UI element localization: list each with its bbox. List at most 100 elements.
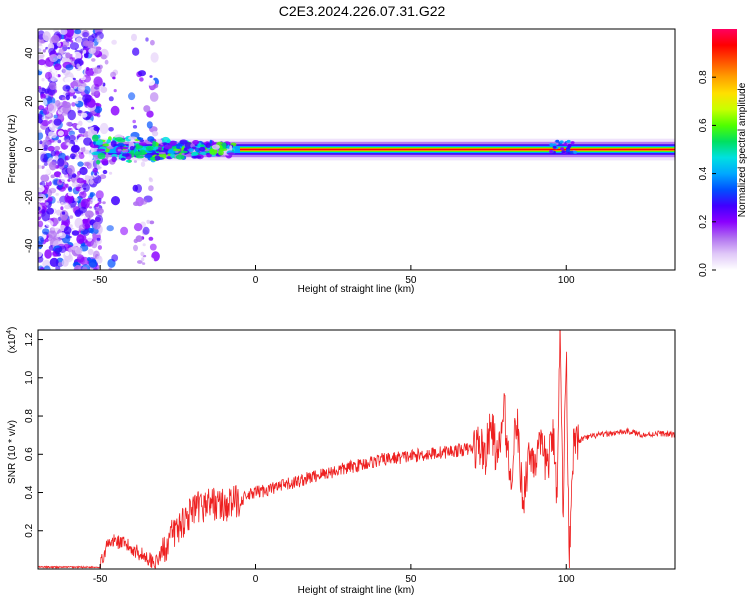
spectrogram-signal-cell [158,152,166,155]
spectrogram-noise-cell [86,233,93,242]
snr-ytick-label: 0.6 [24,447,35,461]
spectrogram-noise-cell [144,202,152,212]
spectrogram-noise-cell [55,100,61,107]
spectrogram-noise-cell [38,165,43,169]
snr-xtick-label: 50 [405,574,417,585]
spectrogram-noise-cell [55,192,59,196]
spectrogram-noise-cell [77,96,83,102]
spectrogram-noise-cell [83,187,87,190]
spectrogram-signal-cell [114,137,124,142]
spectrogram-signal-cell [566,139,571,143]
spectrogram-signal-cell [97,152,106,160]
spectrogram-noise-cell [65,52,71,59]
spectrogram-noise-cell [62,97,67,101]
spectrogram-noise-cell [56,54,62,60]
spectrogram-noise-cell [38,235,44,245]
spectrogram-signal-cell [569,150,574,154]
spectrogram-signal-cell [90,147,99,152]
spectrogram-noise-cell [95,190,104,200]
spectrogram-ylabel: Frequency (Hz) [7,115,18,184]
spectrogram-signal-cell [559,140,564,144]
spectrogram-noise-cell [71,182,79,188]
spectrogram-noise-cell [39,140,43,145]
spectrogram-noise-cell [140,161,146,167]
spectrogram-noise-cell [44,249,52,259]
spectrogram-signal-cell [92,141,96,145]
spectrogram-noise-cell [41,119,50,127]
spectrogram-noise-cell [38,220,44,228]
spectrogram-noise-cell [43,265,51,270]
snr-ytick-label: 0.4 [24,485,35,499]
spectrogram-noise-cell [80,146,86,153]
spectrogram-noise-cell [58,245,67,253]
spectrogram-noise-cell [112,76,116,80]
spectrogram-noise-cell [91,33,98,39]
spectrogram-noise-cell [86,159,95,169]
spectrogram-noise-cell [79,166,88,176]
spectrogram-noise-cell [66,121,73,127]
spectrogram-noise-cell [67,192,74,197]
spectrogram-noise-cell [138,70,146,77]
spectrogram-xtick-label: -50 [93,275,108,286]
spectrogram-noise-cell [94,106,103,114]
spectrogram-noise-cell [88,258,98,268]
spectrogram-signal-cell [205,142,211,148]
spectrogram-noise-cell [100,86,108,93]
spectrogram-noise-cell [40,93,46,100]
spectrogram-signal-cell [105,152,109,160]
spectrogram-noise-cell [61,186,66,190]
spectrogram-noise-cell [41,169,47,175]
spectrogram-noise-cell [43,162,48,167]
spectrogram-noise-cell [59,29,68,35]
spectrogram-noise-cell [47,196,53,202]
spectrogram-noise-cell [75,100,79,104]
spectrogram-noise-cell [74,58,84,67]
spectrogram-noise-cell [72,95,77,99]
spectrogram-signal-cell [174,150,179,153]
snr-ytick-label: 0.8 [24,409,35,423]
spectrogram-signal-cell [150,156,156,161]
spectrogram-signal-cell [197,142,202,149]
spectrogram-noise-cell [96,114,101,118]
spectrogram-signal-cell [111,156,117,163]
spectrogram-noise-cell [40,200,45,204]
spectrogram-signal-cell [121,153,130,157]
spectrogram-noise-cell [67,186,73,191]
spectrogram-noise-cell [82,31,89,38]
spectrogram-xtick-label: 100 [558,275,575,286]
spectrogram-noise-cell [120,226,129,236]
spectrogram-noise-cell [87,112,94,118]
spectrogram-signal-cell [180,150,188,154]
spectrogram-noise-cell [64,155,69,161]
spectrogram-noise-cell [133,201,140,206]
spectrogram-noise-cell [66,142,70,146]
spectrogram-noise-cell [72,77,76,81]
spectrogram-signal-cell [229,145,233,153]
spectrogram-noise-cell [149,220,155,225]
spectrogram-noise-cell [94,66,102,74]
spectrogram-noise-cell [62,84,71,92]
spectrogram-noise-cell [104,59,109,65]
spectrogram-noise-cell [81,218,89,224]
spectrogram-noise-cell [71,144,80,153]
spectrogram-noise-cell [133,160,137,163]
snr-series-line [38,330,675,569]
spectrogram-noise-cell [67,165,75,175]
spectrogram-noise-cell [99,122,109,135]
spectrogram-noise-cell [40,174,50,183]
snr-frame [37,329,676,570]
spectrogram-noise-cell [56,209,62,216]
spectrogram-noise-cell [106,225,114,232]
spectrogram-noise-cell [57,139,62,144]
spectrogram-noise-cell [111,39,117,45]
spectrogram-ytick-label: 20 [24,95,35,107]
spectrogram-noise-cell [58,232,63,236]
spectrogram-noise-cell [38,113,44,125]
spectrogram-noise-cell [149,75,153,78]
spectrogram-noise-cell [142,243,146,247]
spectrogram-signal-cell [206,153,212,158]
spectrogram-noise-cell [42,228,50,235]
spectrogram-noise-cell [38,184,45,193]
spectrogram-band [240,148,675,151]
spectrogram-noise-cell [141,257,145,262]
